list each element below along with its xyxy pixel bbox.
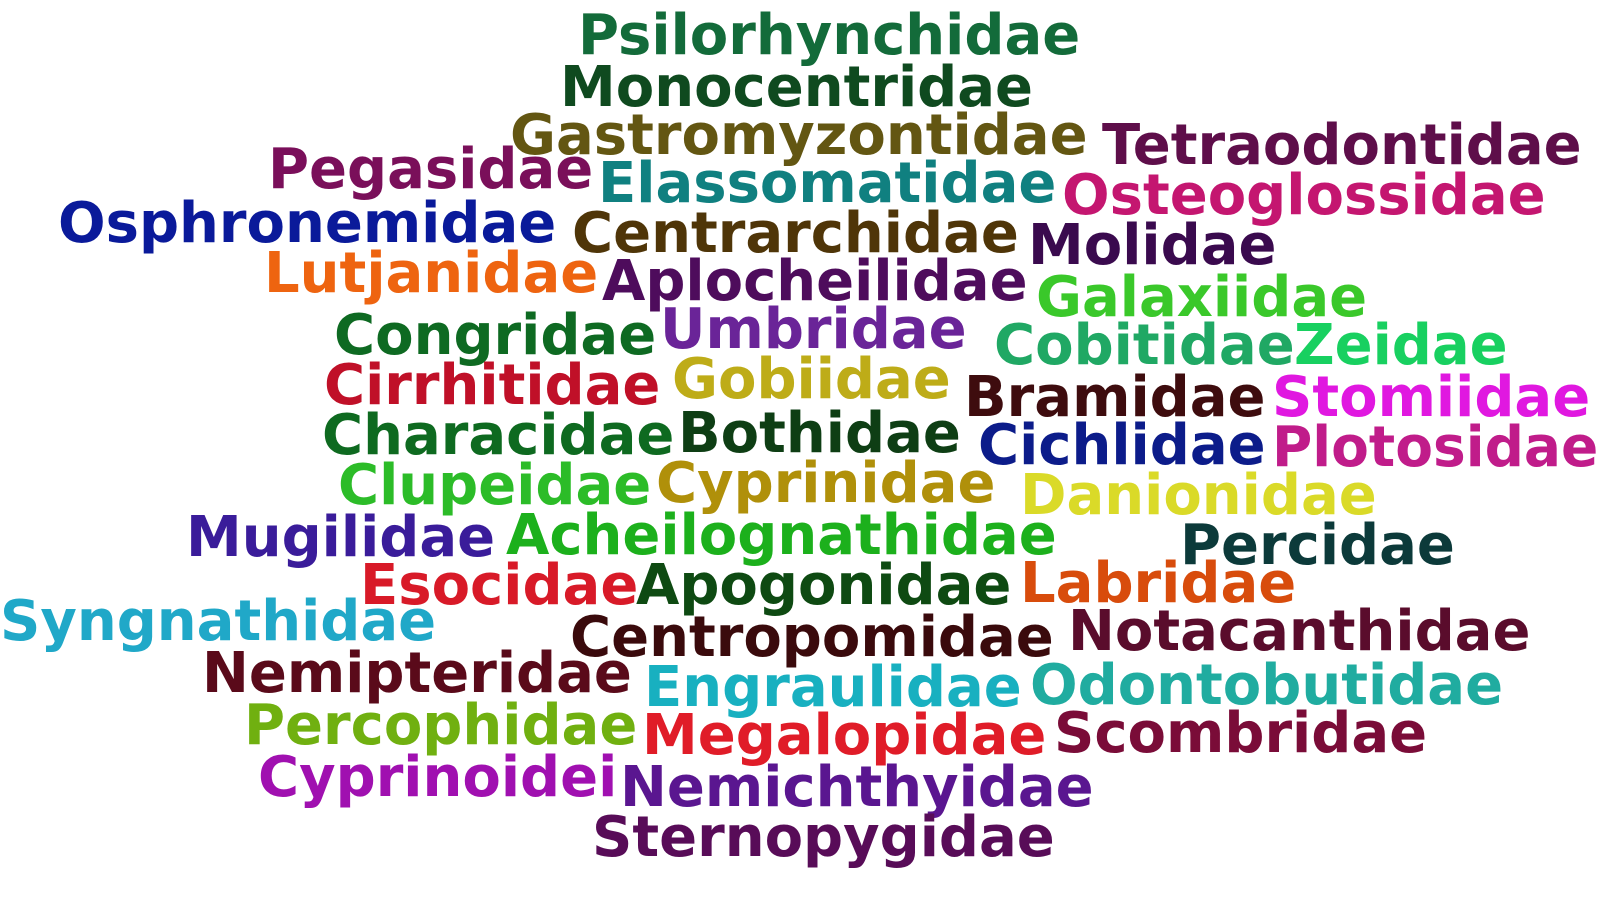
word-monocentridae: Monocentridae [560,55,1034,120]
word-megalopidae: Megalopidae [642,703,1047,768]
word-scombridae: Scombridae [1054,701,1428,766]
word-lutjanidae: Lutjanidae [264,241,599,306]
word-molidae: Molidae [1028,213,1277,278]
word-cichlidae: Cichlidae [978,413,1266,478]
word-centropomidae: Centropomidae [570,605,1054,670]
word-acheilognathidae: Acheilognathidae [506,503,1057,568]
word-clupeidae: Clupeidae [338,453,652,518]
word-zeidae: Zeidae [1294,313,1508,378]
word-stomiidae: Stomiidae [1272,365,1591,430]
word-nemipteridae: Nemipteridae [202,641,632,706]
word-cobitidae: Cobitidae [994,313,1295,378]
word-apogonidae: Apogonidae [636,553,1012,618]
word-notacanthidae: Notacanthidae [1068,599,1531,664]
word-elassomatidae: Elassomatidae [598,151,1057,216]
word-cyprinidae: Cyprinidae [656,451,996,516]
word-sternopygidae: Sternopygidae [592,805,1055,870]
word-mugilidae: Mugilidae [186,505,496,570]
word-syngnathidae: Syngnathidae [0,589,437,654]
word-engraulidae: Engraulidae [644,655,1022,720]
word-labridae: Labridae [1020,551,1297,616]
word-nemichthyidae: Nemichthyidae [620,755,1094,820]
word-odontobutidae: Odontobutidae [1030,653,1504,718]
word-esocidae: Esocidae [360,553,639,618]
word-gastromyzontidae: Gastromyzontidae [510,103,1088,168]
word-danionidae: Danionidae [1020,463,1377,528]
word-percophidae: Percophidae [244,693,638,758]
word-bothidae: Bothidae [678,401,961,466]
word-tetraodontidae: Tetraodontidae [1102,113,1582,178]
word-gobiidae: Gobiidae [672,347,951,412]
word-characidae: Characidae [322,403,675,468]
word-percidae: Percidae [1180,513,1455,578]
word-cirrhitidae: Cirrhitidae [324,353,661,418]
word-aplocheilidae: Aplocheilidae [602,249,1028,314]
word-cyprinoidei: Cyprinoidei [258,745,618,810]
word-congridae: Congridae [334,303,657,368]
word-plotosidae: Plotosidae [1272,415,1599,480]
word-galaxiidae: Galaxiidae [1036,265,1368,330]
word-pegasidae: Pegasidae [268,137,594,202]
word-centrarchidae: Centrarchidae [572,201,1019,266]
word-bramidae: Bramidae [964,365,1266,430]
word-umbridae: Umbridae [660,297,967,362]
word-osphronemidae: Osphronemidae [58,191,557,256]
word-osteoglossidae: Osteoglossidae [1062,163,1546,228]
word-psilorhynchidae: Psilorhynchidae [578,3,1081,68]
